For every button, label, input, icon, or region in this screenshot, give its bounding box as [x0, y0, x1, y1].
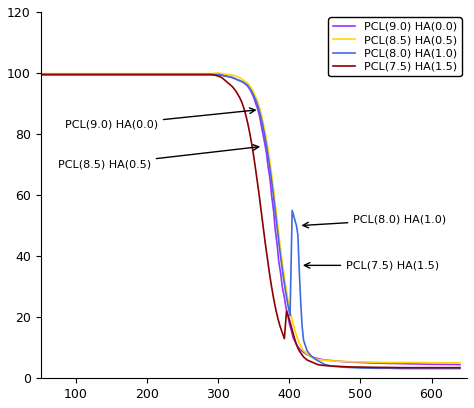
Line: PCL(7.5) HA(1.5): PCL(7.5) HA(1.5)	[41, 75, 460, 368]
PCL(9.0) HA(0.0)	[308, 354, 313, 359]
PCL(8.5) HA(0.5)	[372, 360, 377, 365]
PCL(9.0) HA(0.0)	[414, 361, 420, 366]
PCL(8.5) HA(0.5)	[233, 73, 239, 78]
PCL(8.5) HA(0.5)	[264, 142, 270, 147]
PCL(7.5) HA(1.5)	[226, 81, 232, 86]
Legend: PCL(9.0) HA(0.0), PCL(8.5) HA(0.5), PCL(8.0) HA(1.0), PCL(7.5) HA(1.5): PCL(9.0) HA(0.0), PCL(8.5) HA(0.5), PCL(…	[328, 18, 462, 76]
PCL(8.5) HA(0.5)	[38, 71, 44, 76]
PCL(8.0) HA(1.0)	[400, 366, 406, 371]
PCL(8.5) HA(0.5)	[243, 80, 249, 84]
PCL(9.0) HA(0.0)	[249, 91, 255, 95]
Line: PCL(8.0) HA(1.0): PCL(8.0) HA(1.0)	[41, 75, 460, 368]
Text: PCL(8.5) HA(0.5): PCL(8.5) HA(0.5)	[58, 145, 259, 170]
PCL(8.5) HA(0.5)	[457, 360, 463, 365]
PCL(8.5) HA(0.5)	[215, 71, 221, 75]
PCL(8.0) HA(1.0)	[229, 75, 235, 80]
PCL(8.5) HA(0.5)	[249, 87, 255, 92]
Text: PCL(9.0) HA(0.0): PCL(9.0) HA(0.0)	[65, 108, 255, 130]
PCL(9.0) HA(0.0)	[38, 72, 44, 77]
PCL(7.5) HA(1.5)	[38, 72, 44, 77]
PCL(8.0) HA(1.0)	[249, 89, 255, 94]
PCL(7.5) HA(1.5)	[457, 365, 463, 370]
PCL(7.5) HA(1.5)	[239, 100, 245, 104]
PCL(8.0) HA(1.0)	[457, 366, 463, 371]
Line: PCL(9.0) HA(0.0): PCL(9.0) HA(0.0)	[41, 75, 460, 365]
PCL(9.0) HA(0.0)	[251, 95, 256, 100]
Line: PCL(8.5) HA(0.5): PCL(8.5) HA(0.5)	[41, 73, 460, 363]
PCL(8.0) HA(1.0)	[428, 366, 434, 371]
PCL(8.0) HA(1.0)	[350, 365, 356, 370]
PCL(7.5) HA(1.5)	[343, 364, 349, 369]
Text: PCL(7.5) HA(1.5): PCL(7.5) HA(1.5)	[304, 260, 439, 271]
PCL(7.5) HA(1.5)	[245, 122, 251, 127]
PCL(8.0) HA(1.0)	[264, 144, 269, 149]
PCL(7.5) HA(1.5)	[400, 365, 406, 370]
PCL(7.5) HA(1.5)	[260, 223, 266, 228]
PCL(8.5) HA(0.5)	[414, 360, 420, 365]
PCL(8.0) HA(1.0)	[38, 72, 44, 77]
PCL(9.0) HA(0.0)	[457, 362, 463, 367]
PCL(8.5) HA(0.5)	[428, 360, 434, 365]
PCL(9.0) HA(0.0)	[293, 342, 299, 347]
PCL(7.5) HA(1.5)	[428, 365, 434, 370]
Text: PCL(8.0) HA(1.0): PCL(8.0) HA(1.0)	[303, 215, 447, 228]
PCL(9.0) HA(0.0)	[336, 359, 342, 364]
PCL(8.0) HA(1.0)	[242, 81, 248, 86]
